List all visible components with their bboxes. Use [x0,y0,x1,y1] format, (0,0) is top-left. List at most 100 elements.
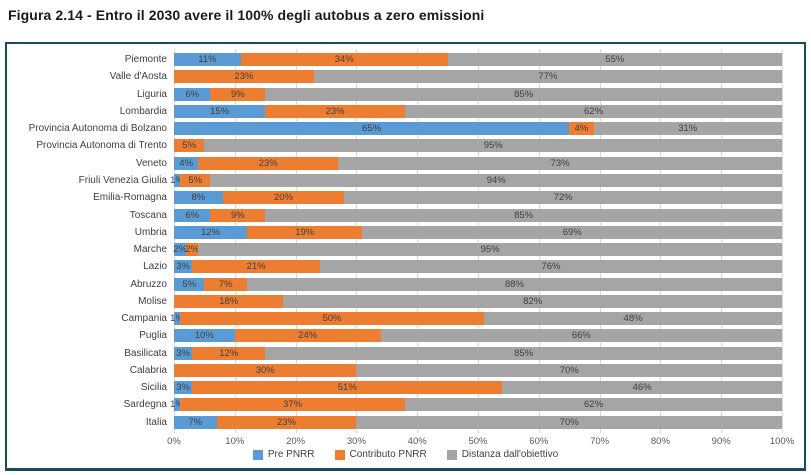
rows-container: Piemonte 11% 34% 55% Valle d'Aosta 23% 77% Ligu… [11,51,782,431]
bar-segment-label: 85% [514,347,534,359]
gridline [538,49,540,433]
x-tick-label: 50% [468,436,488,447]
bar-segment-label: 9% [230,88,245,100]
bar-segment: 70% [356,363,782,377]
x-tick-label: 60% [529,436,549,447]
bar-segment-label: 31% [678,123,698,135]
bar-segment-label: 12% [219,347,239,359]
bar-segment-label: 34% [334,54,354,66]
bar-segment: 76% [319,260,782,274]
bar-segment-label: 30% [255,364,275,376]
x-tick-label: 80% [650,436,670,447]
bar-segment-label: 6% [185,209,200,221]
chart-row: Valle d'Aosta 23% 77% [11,68,782,85]
x-tick-label: 70% [590,436,610,447]
bar-segment: 94% [210,173,782,187]
bar-track: 5% 95% [174,139,782,153]
bar-segment: 23% [265,104,406,118]
bar-segment-label: 20% [273,192,293,204]
bar-segment: 7% [174,415,217,429]
bar-segment: 2% [185,243,199,257]
x-tick-label: 30% [346,436,366,447]
bar-segment-label: 37% [283,399,303,411]
chart-row: Provincia Autonoma di Bolzano 65% 4% 31% [11,120,782,137]
bar-segment: 62% [405,104,782,118]
bar-segment-label: 24% [298,330,318,342]
bar-segment-label: 5% [182,278,197,290]
bar-segment: 12% [174,225,247,239]
bar-segment: 70% [356,415,782,429]
bar-segment-label: 23% [325,105,345,117]
bar-track: 11% 34% 55% [174,53,782,67]
bar-track: 1% 50% 48% [170,312,782,326]
chart-row: Emilia-Romagna 8% 20% 72% [11,189,782,206]
bar-track: 18% 82% [174,294,782,308]
bar-track: 1% 5% 94% [170,173,782,187]
category-label: Emilia-Romagna [93,192,167,204]
category-label: Veneto [135,157,167,169]
bar-track: 7% 23% 70% [174,415,782,429]
bar-segment-label: 1% [170,399,184,411]
category-label: Sardegna [123,399,167,411]
chart-row: Lombardia 15% 23% 62% [11,103,782,120]
bar-segment-label: 3% [176,382,190,394]
x-tick-label: 90% [711,436,731,447]
bar-segment-label: 4% [179,157,194,169]
bar-track: 3% 51% 46% [174,381,782,395]
bar-segment-label: 88% [504,278,524,290]
bar-track: 23% 77% [174,70,782,84]
category-label: Valle d'Aosta [109,71,167,83]
bar-segment-label: 8% [191,192,206,204]
bar-segment: 48% [484,312,782,326]
bar-segment: 88% [246,277,782,291]
category-label: Lombardia [119,105,167,117]
bar-segment: 77% [313,70,782,84]
bar-segment-label: 4% [574,123,589,135]
gridlines [174,49,783,433]
bar-segment: 85% [265,346,782,360]
bar-track: 6% 9% 85% [174,87,782,101]
bar-segment: 3% [174,260,193,274]
chart-row: Toscana 6% 9% 85% [11,207,782,224]
bar-track: 3% 12% 85% [174,346,782,360]
bar-segment: 15% [174,104,266,118]
bar-segment: 30% [174,363,357,377]
chart-row: Friuli Venezia Giulia 1% 5% 94% [11,172,782,189]
chart-row: Abruzzo 5% 7% 88% [11,276,782,293]
bar-segment: 50% [180,312,485,326]
bar-segment: 3% [174,346,193,360]
bar-segment-label: 48% [623,313,643,325]
gridline [478,49,479,433]
bar-segment: 10% [174,329,235,343]
bar-segment: 24% [234,329,381,343]
bar-segment-label: 6% [185,88,200,100]
bar-segment-label: 3% [176,261,190,273]
bar-segment-label: 65% [362,123,382,135]
bar-segment-label: 77% [538,71,558,83]
bar-segment-label: 46% [632,382,652,394]
bar-segment-label: 2% [173,244,187,256]
bar-track: 1% 37% 62% [170,398,782,412]
category-label: Umbria [134,226,167,238]
gridline [721,49,723,433]
legend-item: Pre PNRR [252,449,315,460]
x-tick-label: 10% [225,436,245,447]
bar-segment: 8% [174,191,223,205]
bar-track: 4% 23% 73% [174,156,782,170]
bar-segment-label: 82% [523,295,543,307]
bar-segment: 21% [192,260,320,274]
gridline [417,49,419,433]
bar-segment: 11% [174,53,241,67]
category-label: Molise [138,295,167,307]
bar-segment: 4% [569,122,594,136]
bar-segment-label: 11% [198,54,217,66]
gridline [295,49,297,433]
figure-title: Figura 2.14 - Entro il 2030 avere il 100… [8,7,485,23]
chart-row: Liguria 6% 9% 85% [11,86,782,103]
bar-track: 8% 20% 72% [174,191,782,205]
bar-segment-label: 21% [246,261,266,273]
bar-segment-label: 55% [605,54,625,66]
bar-segment-label: 72% [553,192,573,204]
bar-segment: 12% [192,346,266,360]
bar-segment-label: 62% [584,399,604,411]
